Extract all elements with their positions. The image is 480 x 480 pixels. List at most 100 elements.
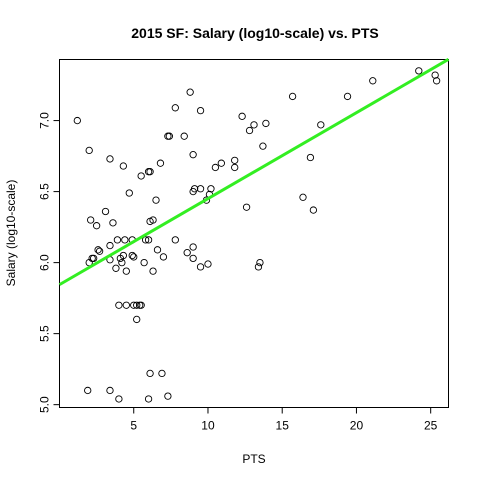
data-point — [180, 132, 188, 140]
data-point — [159, 253, 168, 261]
data-point — [343, 92, 352, 101]
data-point — [106, 155, 114, 163]
points-layer — [73, 67, 441, 403]
data-point — [92, 222, 101, 230]
data-point — [122, 267, 130, 275]
data-point — [128, 251, 136, 260]
plot-frame — [59, 59, 449, 408]
data-point — [133, 301, 141, 309]
data-point — [171, 236, 179, 244]
data-point — [146, 168, 154, 176]
data-point — [189, 243, 197, 251]
data-point — [109, 219, 117, 227]
data-point — [288, 92, 297, 101]
data-point — [217, 159, 225, 167]
plot-area — [58, 58, 450, 408]
x-axis-label: PTS — [242, 452, 265, 466]
y-tick-label: 5.5 — [38, 325, 52, 342]
data-point — [115, 395, 123, 403]
data-point — [144, 168, 153, 176]
data-point — [211, 163, 220, 172]
data-point — [130, 301, 138, 309]
data-point — [144, 236, 153, 244]
data-point — [121, 236, 129, 244]
fit-layer — [58, 58, 450, 286]
data-point — [171, 104, 179, 112]
data-point — [122, 301, 130, 309]
data-point — [204, 260, 212, 268]
x-tick-label: 25 — [424, 419, 438, 433]
data-point — [196, 106, 205, 115]
x-axis: 5 10 15 20 25 — [130, 407, 438, 433]
data-point — [84, 386, 92, 395]
data-point — [189, 151, 197, 159]
data-point — [190, 185, 199, 193]
data-point — [158, 369, 166, 378]
data-point — [432, 77, 441, 85]
data-point — [106, 386, 114, 395]
data-point — [164, 392, 172, 400]
data-point — [140, 258, 148, 267]
regression-line — [58, 58, 450, 286]
y-axis-label: Salary (log10-scale) — [4, 180, 18, 287]
x-tick-label: 5 — [130, 419, 137, 433]
data-point — [189, 254, 197, 263]
data-point — [113, 236, 122, 244]
data-point — [254, 263, 263, 271]
data-point — [106, 241, 114, 250]
y-axis: 5.0 5.5 6.0 6.5 7.0 — [38, 112, 60, 413]
data-point — [94, 246, 102, 254]
data-point — [89, 254, 98, 263]
data-point — [137, 301, 145, 309]
data-point — [299, 193, 307, 201]
data-point — [137, 172, 145, 180]
data-point — [133, 315, 141, 324]
data-point — [415, 67, 423, 75]
data-point — [115, 301, 123, 309]
data-point — [156, 159, 165, 167]
data-point — [101, 207, 110, 216]
y-tick-label: 6.5 — [38, 183, 52, 200]
data-point — [149, 267, 157, 275]
y-tick-label: 6.0 — [38, 254, 52, 271]
data-point — [245, 126, 254, 135]
data-point — [186, 88, 194, 96]
data-point — [118, 258, 126, 267]
data-point — [153, 246, 162, 254]
data-point — [259, 142, 267, 150]
data-point — [125, 189, 133, 197]
chart-title: 2015 SF: Salary (log10-scale) vs. PTS — [131, 25, 378, 41]
x-tick-label: 20 — [350, 419, 364, 433]
data-point — [149, 216, 157, 224]
data-point — [85, 146, 93, 155]
data-point — [317, 121, 325, 129]
data-point — [112, 264, 120, 272]
data-point — [256, 258, 264, 267]
data-point — [250, 121, 258, 129]
data-point — [87, 216, 95, 224]
data-point — [196, 185, 205, 193]
data-point — [183, 249, 191, 257]
data-point — [231, 163, 239, 172]
data-point — [309, 206, 318, 214]
x-tick-label: 10 — [201, 419, 215, 433]
data-point — [152, 196, 160, 204]
data-point — [262, 119, 270, 128]
data-point — [242, 203, 251, 211]
x-tick-label: 15 — [276, 419, 290, 433]
data-point — [119, 251, 127, 260]
data-point — [306, 153, 315, 162]
data-point — [73, 116, 81, 125]
data-point — [207, 185, 215, 193]
data-point — [141, 236, 150, 244]
data-point — [164, 132, 172, 140]
data-point — [144, 395, 153, 403]
data-point — [196, 263, 205, 271]
data-point — [369, 77, 377, 85]
data-point — [146, 369, 154, 378]
y-tick-label: 5.0 — [38, 396, 52, 413]
y-tick-label: 7.0 — [38, 112, 52, 129]
data-point — [130, 253, 138, 261]
data-point — [119, 162, 127, 170]
